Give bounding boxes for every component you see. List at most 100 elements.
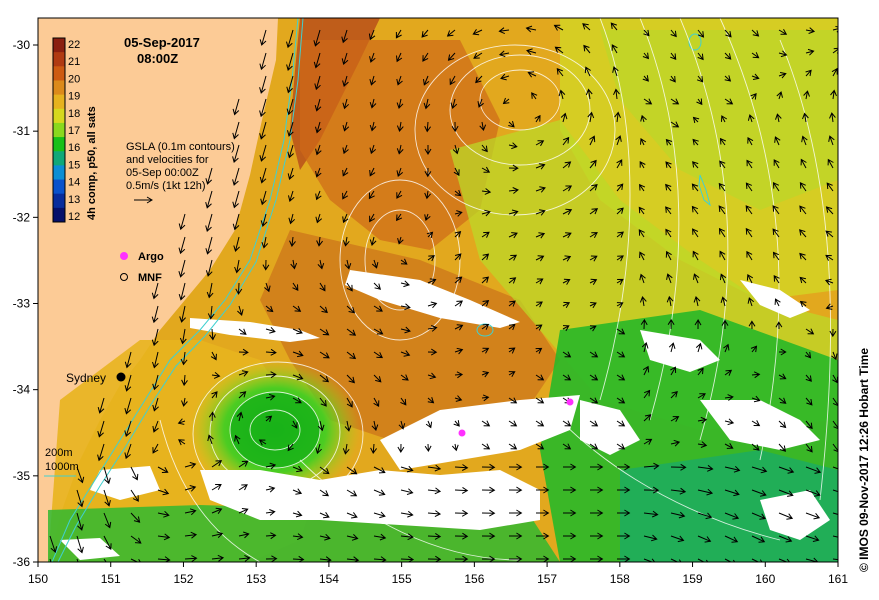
velocity-arrow-icon	[562, 232, 572, 239]
velocity-arrow-icon	[400, 510, 414, 518]
velocity-arrow-icon	[424, 443, 432, 452]
velocity-arrow-icon	[825, 206, 834, 215]
velocity-arrow-icon	[778, 466, 795, 474]
velocity-arrow-icon	[103, 535, 112, 550]
velocity-arrow-icon	[259, 52, 267, 71]
velocity-arrow-icon	[450, 98, 458, 110]
velocity-arrow-icon	[427, 532, 442, 540]
velocity-arrow-icon	[562, 443, 572, 450]
velocity-arrow-icon	[314, 98, 322, 112]
velocity-arrow-icon	[427, 397, 435, 404]
velocity-arrow-icon	[481, 532, 496, 540]
velocity-arrow-icon	[425, 420, 433, 429]
velocity-arrow-icon	[554, 46, 564, 54]
velocity-arrow-icon	[400, 374, 409, 381]
velocity-arrow-icon	[616, 255, 624, 262]
velocity-arrow-icon	[508, 443, 518, 450]
velocity-arrow-icon	[454, 347, 464, 355]
velocity-arrow-icon	[157, 466, 169, 473]
velocity-arrow-icon	[346, 466, 358, 475]
y-tick-label: -30	[13, 38, 31, 52]
velocity-arrow-icon	[724, 442, 734, 449]
velocity-arrow-icon	[481, 276, 490, 284]
velocity-arrow-icon	[829, 112, 836, 123]
velocity-arrow-icon	[825, 254, 834, 261]
colorbar-tick-label: 16	[68, 142, 80, 154]
velocity-arrow-icon	[481, 555, 496, 562]
velocity-arrow-icon	[475, 75, 483, 84]
velocity-arrow-icon	[670, 52, 677, 60]
velocity-arrow-icon	[373, 489, 386, 496]
velocity-arrow-icon	[641, 341, 649, 353]
velocity-arrow-icon	[368, 29, 376, 41]
isobath-lines	[51, 18, 711, 562]
velocity-arrow-icon	[400, 350, 411, 357]
velocity-arrow-icon	[124, 420, 132, 438]
velocity-arrow-icon	[693, 295, 701, 307]
velocity-arrow-icon	[446, 29, 456, 37]
gsla-note-line-4: 0.5m/s (1kt 12h)	[126, 180, 205, 192]
velocity-arrow-icon	[616, 183, 624, 192]
velocity-arrow-icon	[745, 182, 753, 192]
y-tick-label: -36	[13, 555, 31, 569]
velocity-arrow-icon	[562, 161, 572, 169]
velocity-arrow-icon	[235, 282, 243, 295]
velocity-arrow-icon	[184, 555, 198, 562]
velocity-arrow-icon	[152, 374, 159, 391]
velocity-arrow-icon	[697, 393, 706, 400]
velocity-arrow-icon	[400, 533, 414, 541]
velocity-arrow-icon	[719, 250, 726, 261]
velocity-arrow-icon	[639, 296, 647, 307]
velocity-arrow-icon	[525, 25, 537, 33]
velocity-arrow-icon	[369, 121, 377, 132]
velocity-arrow-icon	[315, 121, 322, 134]
velocity-arrow-icon	[287, 121, 294, 137]
velocity-arrow-icon	[371, 420, 379, 432]
velocity-arrow-icon	[535, 278, 544, 285]
velocity-arrow-icon	[398, 420, 406, 430]
velocity-arrow-icon	[642, 52, 650, 60]
velocity-arrow-icon	[481, 253, 490, 261]
velocity-arrow-icon	[535, 374, 545, 381]
velocity-arrow-icon	[481, 420, 491, 427]
velocity-arrow-icon	[535, 140, 545, 147]
velocity-arrow-icon	[313, 52, 321, 69]
land-australia	[38, 18, 278, 562]
velocity-arrow-icon	[612, 66, 619, 77]
velocity-arrow-icon	[774, 136, 781, 146]
colorbar-swatch	[53, 108, 65, 124]
velocity-arrow-icon	[799, 300, 807, 308]
velocity-arrow-icon	[665, 138, 673, 146]
velocity-arrow-icon	[427, 301, 438, 309]
velocity-arrow-icon	[181, 374, 188, 387]
isobath-label-1000m: 1000m	[45, 461, 79, 473]
velocity-arrow-icon	[639, 251, 646, 261]
velocity-arrow-icon	[799, 181, 807, 192]
velocity-arrow-icon	[778, 489, 794, 497]
velocity-arrow-icon	[508, 187, 519, 194]
velocity-arrow-icon	[454, 231, 462, 238]
velocity-arrow-icon	[824, 278, 834, 286]
velocity-arrow-icon	[799, 229, 807, 238]
legend-argo: Argo	[120, 251, 164, 263]
velocity-arrow-icon	[724, 489, 740, 497]
velocity-arrow-icon	[562, 420, 572, 427]
x-tick-label: 158	[610, 572, 630, 586]
velocity-arrow-icon	[453, 167, 460, 177]
velocity-arrow-icon	[724, 394, 734, 401]
velocity-arrow-icon	[616, 351, 626, 358]
velocity-arrow-icon	[803, 90, 810, 100]
velocity-arrow-icon	[832, 489, 838, 493]
velocity-arrow-icon	[668, 342, 676, 353]
velocity-arrow-icon	[291, 420, 298, 429]
velocity-arrow-icon	[643, 510, 659, 518]
velocity-arrow-icon	[424, 145, 432, 155]
velocity-arrow-icon	[397, 443, 405, 453]
velocity-arrow-icon	[825, 230, 834, 238]
velocity-arrow-icon	[562, 374, 572, 381]
velocity-arrow-icon	[472, 29, 483, 36]
velocity-arrow-icon	[373, 466, 386, 474]
velocity-arrow-icon	[638, 229, 645, 238]
velocity-arrow-icon	[751, 29, 760, 37]
y-axis: -30 -31 -32 -33 -34 -35 -36	[13, 38, 38, 569]
